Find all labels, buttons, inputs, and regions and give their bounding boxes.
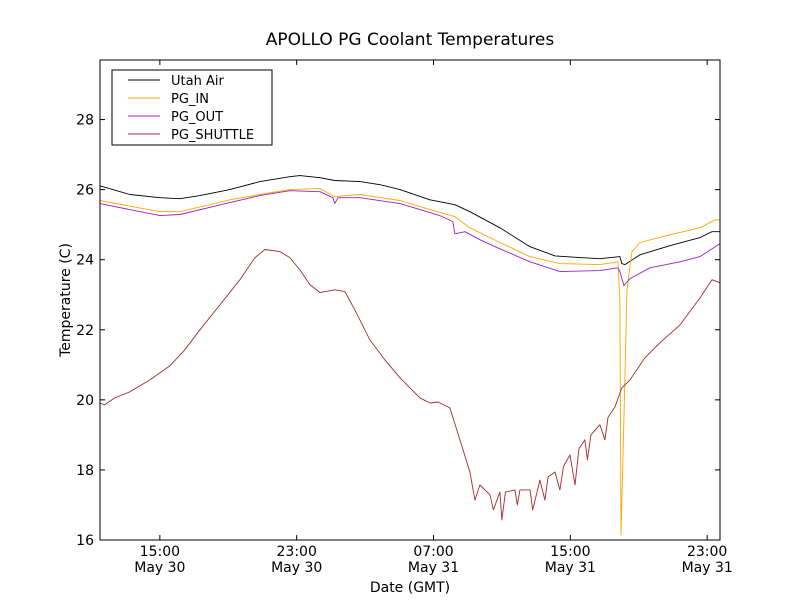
x-tick-date: May 30	[134, 560, 185, 576]
y-tick-label: 26	[76, 183, 94, 199]
chart-title: APOLLO PG Coolant Temperatures	[266, 30, 555, 50]
x-tick-time: 15:00	[140, 544, 180, 560]
x-tick-date: May 31	[545, 560, 596, 576]
legend: Utah Air PG_IN PG_OUT PG_SHUTTLE	[111, 69, 273, 146]
y-tick-label: 28	[76, 113, 94, 129]
legend-label: PG_SHUTTLE	[171, 128, 254, 143]
x-tick-time: 23:00	[277, 544, 317, 560]
legend-box	[111, 69, 273, 146]
x-tick-date: May 30	[271, 560, 322, 576]
x-tick-time: 15:00	[550, 544, 590, 560]
x-tick-time: 07:00	[413, 544, 453, 560]
y-tick-label: 16	[76, 533, 94, 549]
series-line-pg-in	[99, 188, 720, 536]
series-line-pg-shuttle	[99, 249, 721, 521]
series-line-pg-out	[99, 190, 721, 287]
y-tick-label: 22	[76, 323, 94, 339]
legend-label: PG_IN	[171, 92, 209, 107]
x-tick-date: May 31	[682, 560, 733, 576]
series-line-utah-air	[99, 175, 720, 266]
x-tick-date: May 31	[408, 560, 459, 576]
y-tick-label: 18	[76, 463, 94, 479]
x-tick-time: 23:00	[687, 544, 727, 560]
x-axis-label: Date (GMT)	[370, 580, 450, 596]
y-axis-label: Temperature (C)	[58, 243, 74, 358]
legend-label: PG_OUT	[171, 110, 223, 125]
series-layer	[99, 175, 721, 536]
plot-frame	[99, 59, 721, 541]
y-tick-label: 24	[76, 253, 94, 269]
y-tick-label: 20	[76, 393, 94, 409]
legend-label: Utah Air	[171, 74, 224, 89]
